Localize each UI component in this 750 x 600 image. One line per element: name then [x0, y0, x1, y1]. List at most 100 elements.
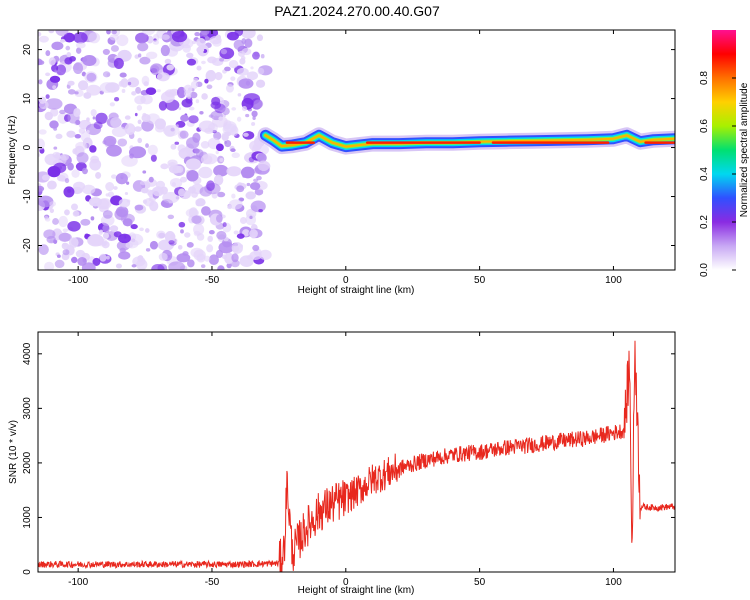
colorbar-tick-label: 0.0 — [699, 263, 710, 277]
noise-blob — [158, 101, 167, 111]
noise-blob — [99, 82, 116, 93]
noise-blob — [125, 242, 133, 249]
noise-blob — [139, 56, 151, 65]
noise-blob — [137, 119, 142, 125]
noise-blob — [180, 229, 184, 234]
noise-blob — [141, 114, 151, 123]
noise-blob — [225, 84, 234, 93]
noise-blob — [66, 51, 72, 58]
noise-blob — [52, 85, 57, 90]
noise-blob — [239, 58, 246, 65]
noise-blob — [59, 38, 66, 43]
noise-blob — [228, 199, 243, 210]
noise-blob — [100, 214, 115, 227]
noise-blob — [200, 140, 210, 149]
noise-blob — [115, 206, 129, 218]
noise-blob — [208, 254, 219, 265]
noise-blob — [253, 99, 264, 109]
spectrogram-frame — [37, 29, 676, 271]
noise-blob — [167, 159, 178, 167]
noise-blob — [133, 126, 142, 132]
noise-blob — [52, 151, 61, 158]
noise-blob — [86, 117, 90, 122]
noise-blob — [178, 221, 186, 228]
noise-blob — [168, 240, 175, 245]
noise-blob — [127, 81, 132, 86]
snr-x-tick-label: 100 — [605, 577, 622, 588]
noise-blob — [71, 256, 78, 264]
noise-blob — [198, 166, 213, 179]
noise-blob — [220, 48, 228, 55]
noise-blob — [83, 92, 92, 99]
noise-blob — [88, 32, 101, 44]
noise-blob — [58, 232, 72, 242]
noise-blob — [255, 79, 266, 88]
noise-blob — [226, 262, 232, 269]
noise-blob — [49, 75, 61, 83]
noise-blob — [217, 265, 225, 270]
noise-blob — [160, 44, 170, 57]
noise-blob — [152, 39, 160, 45]
noise-blob — [55, 64, 67, 76]
noise-blob — [201, 206, 211, 216]
noise-blob — [48, 57, 56, 66]
noise-blob — [164, 89, 177, 98]
spectrogram-x-axis-label: Height of straight line (km) — [298, 285, 415, 296]
noise-blob — [64, 57, 73, 65]
noise-blob — [204, 255, 211, 262]
noise-blob — [44, 217, 51, 222]
noise-blob — [64, 209, 70, 216]
noise-blob — [78, 127, 86, 134]
noise-blob — [222, 123, 238, 136]
spectrogram-x-tick-label: 50 — [474, 275, 486, 286]
snr-y-axis-label: SNR (10 * v/v) — [8, 420, 19, 484]
noise-blob — [249, 215, 253, 220]
noise-blob — [219, 158, 224, 162]
noise-blob — [121, 88, 126, 94]
noise-blob — [71, 169, 80, 178]
noise-blob — [158, 252, 168, 261]
noise-blob — [110, 45, 119, 52]
noise-blob — [137, 137, 143, 144]
noise-blob — [59, 109, 66, 115]
noise-blob — [63, 32, 76, 43]
noise-blob — [215, 34, 222, 41]
noise-blob — [111, 30, 117, 35]
snr-x-tick-label: 0 — [343, 577, 349, 588]
noise-blob — [252, 244, 260, 252]
noise-blob — [160, 200, 170, 207]
noise-blob — [67, 188, 72, 193]
noise-blob — [110, 117, 122, 128]
noise-blob — [118, 198, 131, 208]
noise-blob — [230, 76, 236, 81]
noise-blob — [213, 164, 229, 177]
noise-blob — [241, 106, 248, 112]
noise-blob — [113, 186, 118, 190]
noise-blob — [124, 115, 131, 120]
noise-blob — [137, 42, 149, 52]
noise-blob — [162, 192, 180, 204]
noise-blob — [154, 118, 166, 130]
noise-blob — [106, 144, 122, 157]
noise-blob — [245, 213, 257, 226]
noise-blob — [170, 143, 177, 150]
noise-blob — [193, 223, 205, 236]
noise-blob — [151, 263, 165, 270]
noise-blob — [186, 169, 199, 182]
noise-blob — [86, 84, 101, 96]
noise-blob — [160, 163, 169, 170]
noise-blob — [136, 105, 143, 111]
spectrogram-x-tick-label: -100 — [68, 275, 88, 286]
noise-blob — [236, 67, 249, 76]
noise-blob — [117, 138, 128, 147]
noise-blob — [219, 57, 225, 62]
spectrogram-y-tick-label: 0 — [22, 144, 33, 150]
noise-blob — [124, 192, 129, 196]
spectrogram-x-tick-label: 0 — [343, 275, 349, 286]
noise-blob — [231, 152, 240, 159]
noise-blob — [156, 72, 170, 82]
noise-blob — [102, 71, 111, 78]
noise-blob — [188, 115, 199, 124]
noise-blob — [81, 262, 96, 270]
noise-blob — [206, 84, 213, 90]
